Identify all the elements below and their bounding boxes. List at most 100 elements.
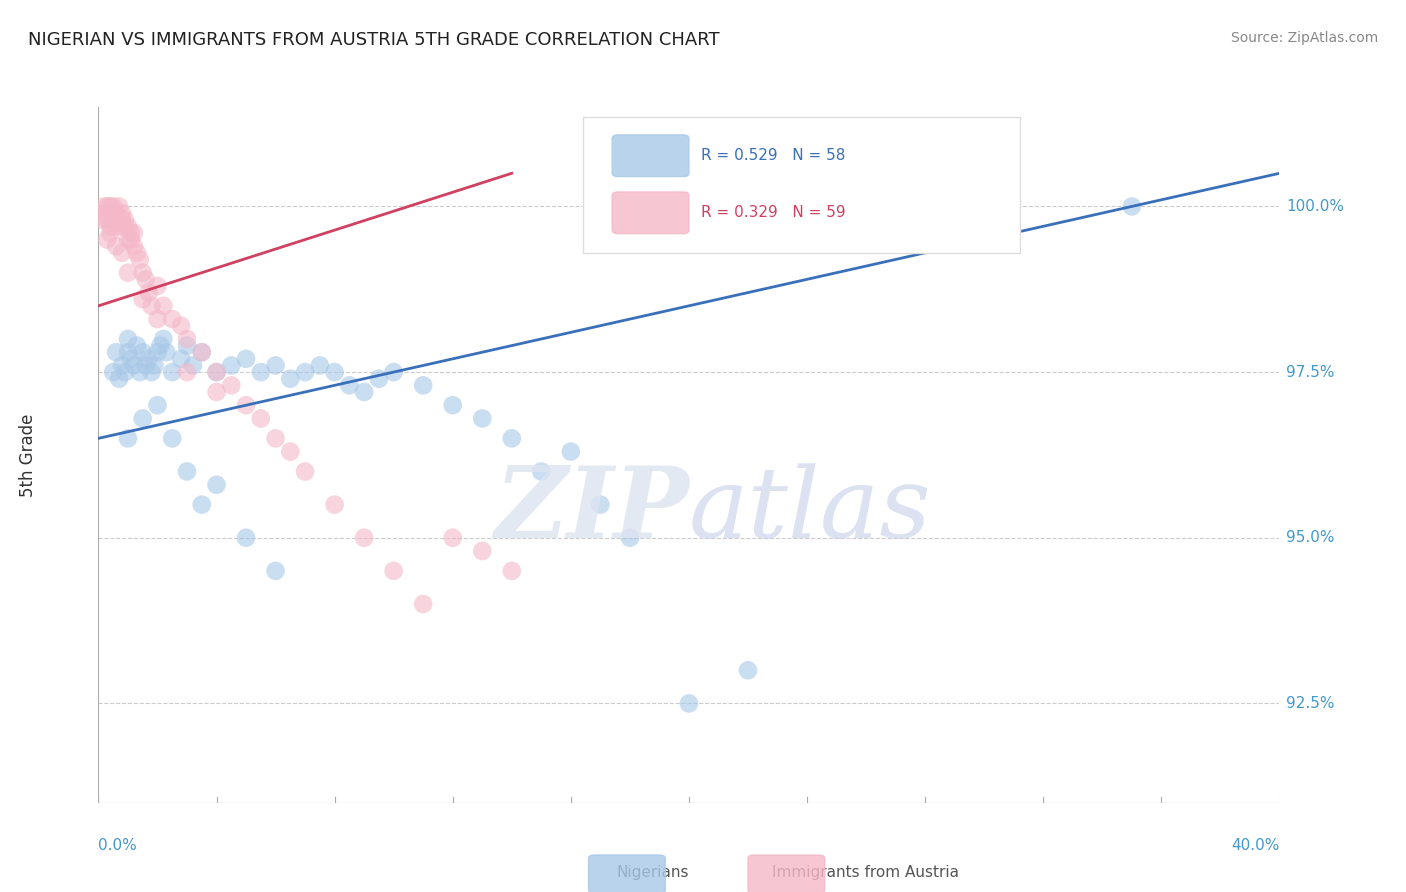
- Text: R = 0.329   N = 59: R = 0.329 N = 59: [700, 205, 845, 220]
- Text: 92.5%: 92.5%: [1286, 696, 1334, 711]
- Text: ZIP: ZIP: [494, 462, 689, 558]
- Text: Nigerians: Nigerians: [616, 865, 689, 880]
- Point: [162, 431, 183, 445]
- Point: [278, 372, 302, 386]
- Point: [191, 498, 214, 512]
- Point: [120, 351, 142, 366]
- Point: [149, 338, 172, 352]
- Point: [96, 233, 118, 247]
- Point: [146, 312, 169, 326]
- Point: [412, 597, 434, 611]
- Text: NIGERIAN VS IMMIGRANTS FROM AUSTRIA 5TH GRADE CORRELATION CHART: NIGERIAN VS IMMIGRANTS FROM AUSTRIA 5TH …: [28, 31, 720, 49]
- Point: [98, 226, 121, 240]
- Point: [111, 206, 134, 220]
- Point: [155, 345, 177, 359]
- Point: [382, 564, 405, 578]
- Point: [353, 384, 375, 399]
- FancyBboxPatch shape: [612, 135, 689, 177]
- Point: [103, 219, 125, 234]
- Point: [132, 266, 155, 280]
- Point: [132, 411, 155, 425]
- Point: [235, 351, 257, 366]
- Point: [323, 498, 346, 512]
- Point: [264, 359, 287, 373]
- Point: [90, 212, 112, 227]
- Point: [114, 365, 136, 379]
- Text: R = 0.529   N = 58: R = 0.529 N = 58: [700, 148, 845, 163]
- Text: atlas: atlas: [689, 463, 932, 558]
- Point: [471, 544, 494, 558]
- Text: Immigrants from Austria: Immigrants from Austria: [772, 865, 959, 880]
- Point: [501, 431, 523, 445]
- Point: [560, 444, 582, 458]
- Point: [678, 697, 700, 711]
- Point: [125, 338, 148, 352]
- Point: [98, 199, 121, 213]
- Point: [264, 564, 287, 578]
- Point: [146, 279, 169, 293]
- FancyBboxPatch shape: [589, 855, 665, 892]
- Point: [103, 206, 125, 220]
- Point: [117, 266, 139, 280]
- Point: [441, 398, 464, 412]
- Point: [309, 359, 332, 373]
- Point: [219, 378, 243, 392]
- Point: [191, 345, 214, 359]
- Point: [117, 345, 139, 359]
- Point: [128, 365, 150, 379]
- Point: [114, 219, 136, 234]
- Point: [441, 531, 464, 545]
- Point: [323, 365, 346, 379]
- Text: 0.0%: 0.0%: [98, 838, 138, 854]
- Point: [93, 206, 115, 220]
- Point: [146, 398, 169, 412]
- Point: [111, 245, 134, 260]
- Point: [294, 365, 316, 379]
- Point: [176, 338, 198, 352]
- Point: [114, 212, 136, 227]
- Point: [117, 431, 139, 445]
- Point: [135, 359, 157, 373]
- Point: [264, 431, 287, 445]
- Point: [128, 252, 150, 267]
- Text: Source: ZipAtlas.com: Source: ZipAtlas.com: [1230, 31, 1378, 45]
- Point: [146, 345, 169, 359]
- Point: [191, 345, 214, 359]
- Point: [103, 199, 125, 213]
- Point: [93, 199, 115, 213]
- Point: [589, 498, 612, 512]
- Point: [353, 531, 375, 545]
- Point: [132, 345, 155, 359]
- Point: [96, 199, 118, 213]
- Point: [250, 365, 273, 379]
- Point: [105, 212, 128, 227]
- Point: [117, 233, 139, 247]
- Point: [368, 372, 391, 386]
- Point: [132, 292, 155, 306]
- Point: [152, 299, 174, 313]
- Text: 100.0%: 100.0%: [1286, 199, 1344, 214]
- Point: [138, 351, 160, 366]
- Point: [141, 299, 163, 313]
- Point: [120, 226, 142, 240]
- Point: [125, 245, 148, 260]
- Point: [135, 272, 157, 286]
- Point: [176, 365, 198, 379]
- Point: [205, 384, 228, 399]
- Point: [205, 477, 228, 491]
- Point: [170, 351, 193, 366]
- FancyBboxPatch shape: [748, 855, 825, 892]
- Point: [176, 332, 198, 346]
- Point: [619, 531, 641, 545]
- Point: [98, 219, 121, 234]
- Point: [501, 564, 523, 578]
- Point: [108, 219, 131, 234]
- Point: [170, 318, 193, 333]
- Point: [219, 359, 243, 373]
- Point: [122, 359, 145, 373]
- Point: [235, 398, 257, 412]
- Point: [471, 411, 494, 425]
- Text: 97.5%: 97.5%: [1286, 365, 1334, 380]
- Point: [103, 365, 125, 379]
- Point: [138, 285, 160, 300]
